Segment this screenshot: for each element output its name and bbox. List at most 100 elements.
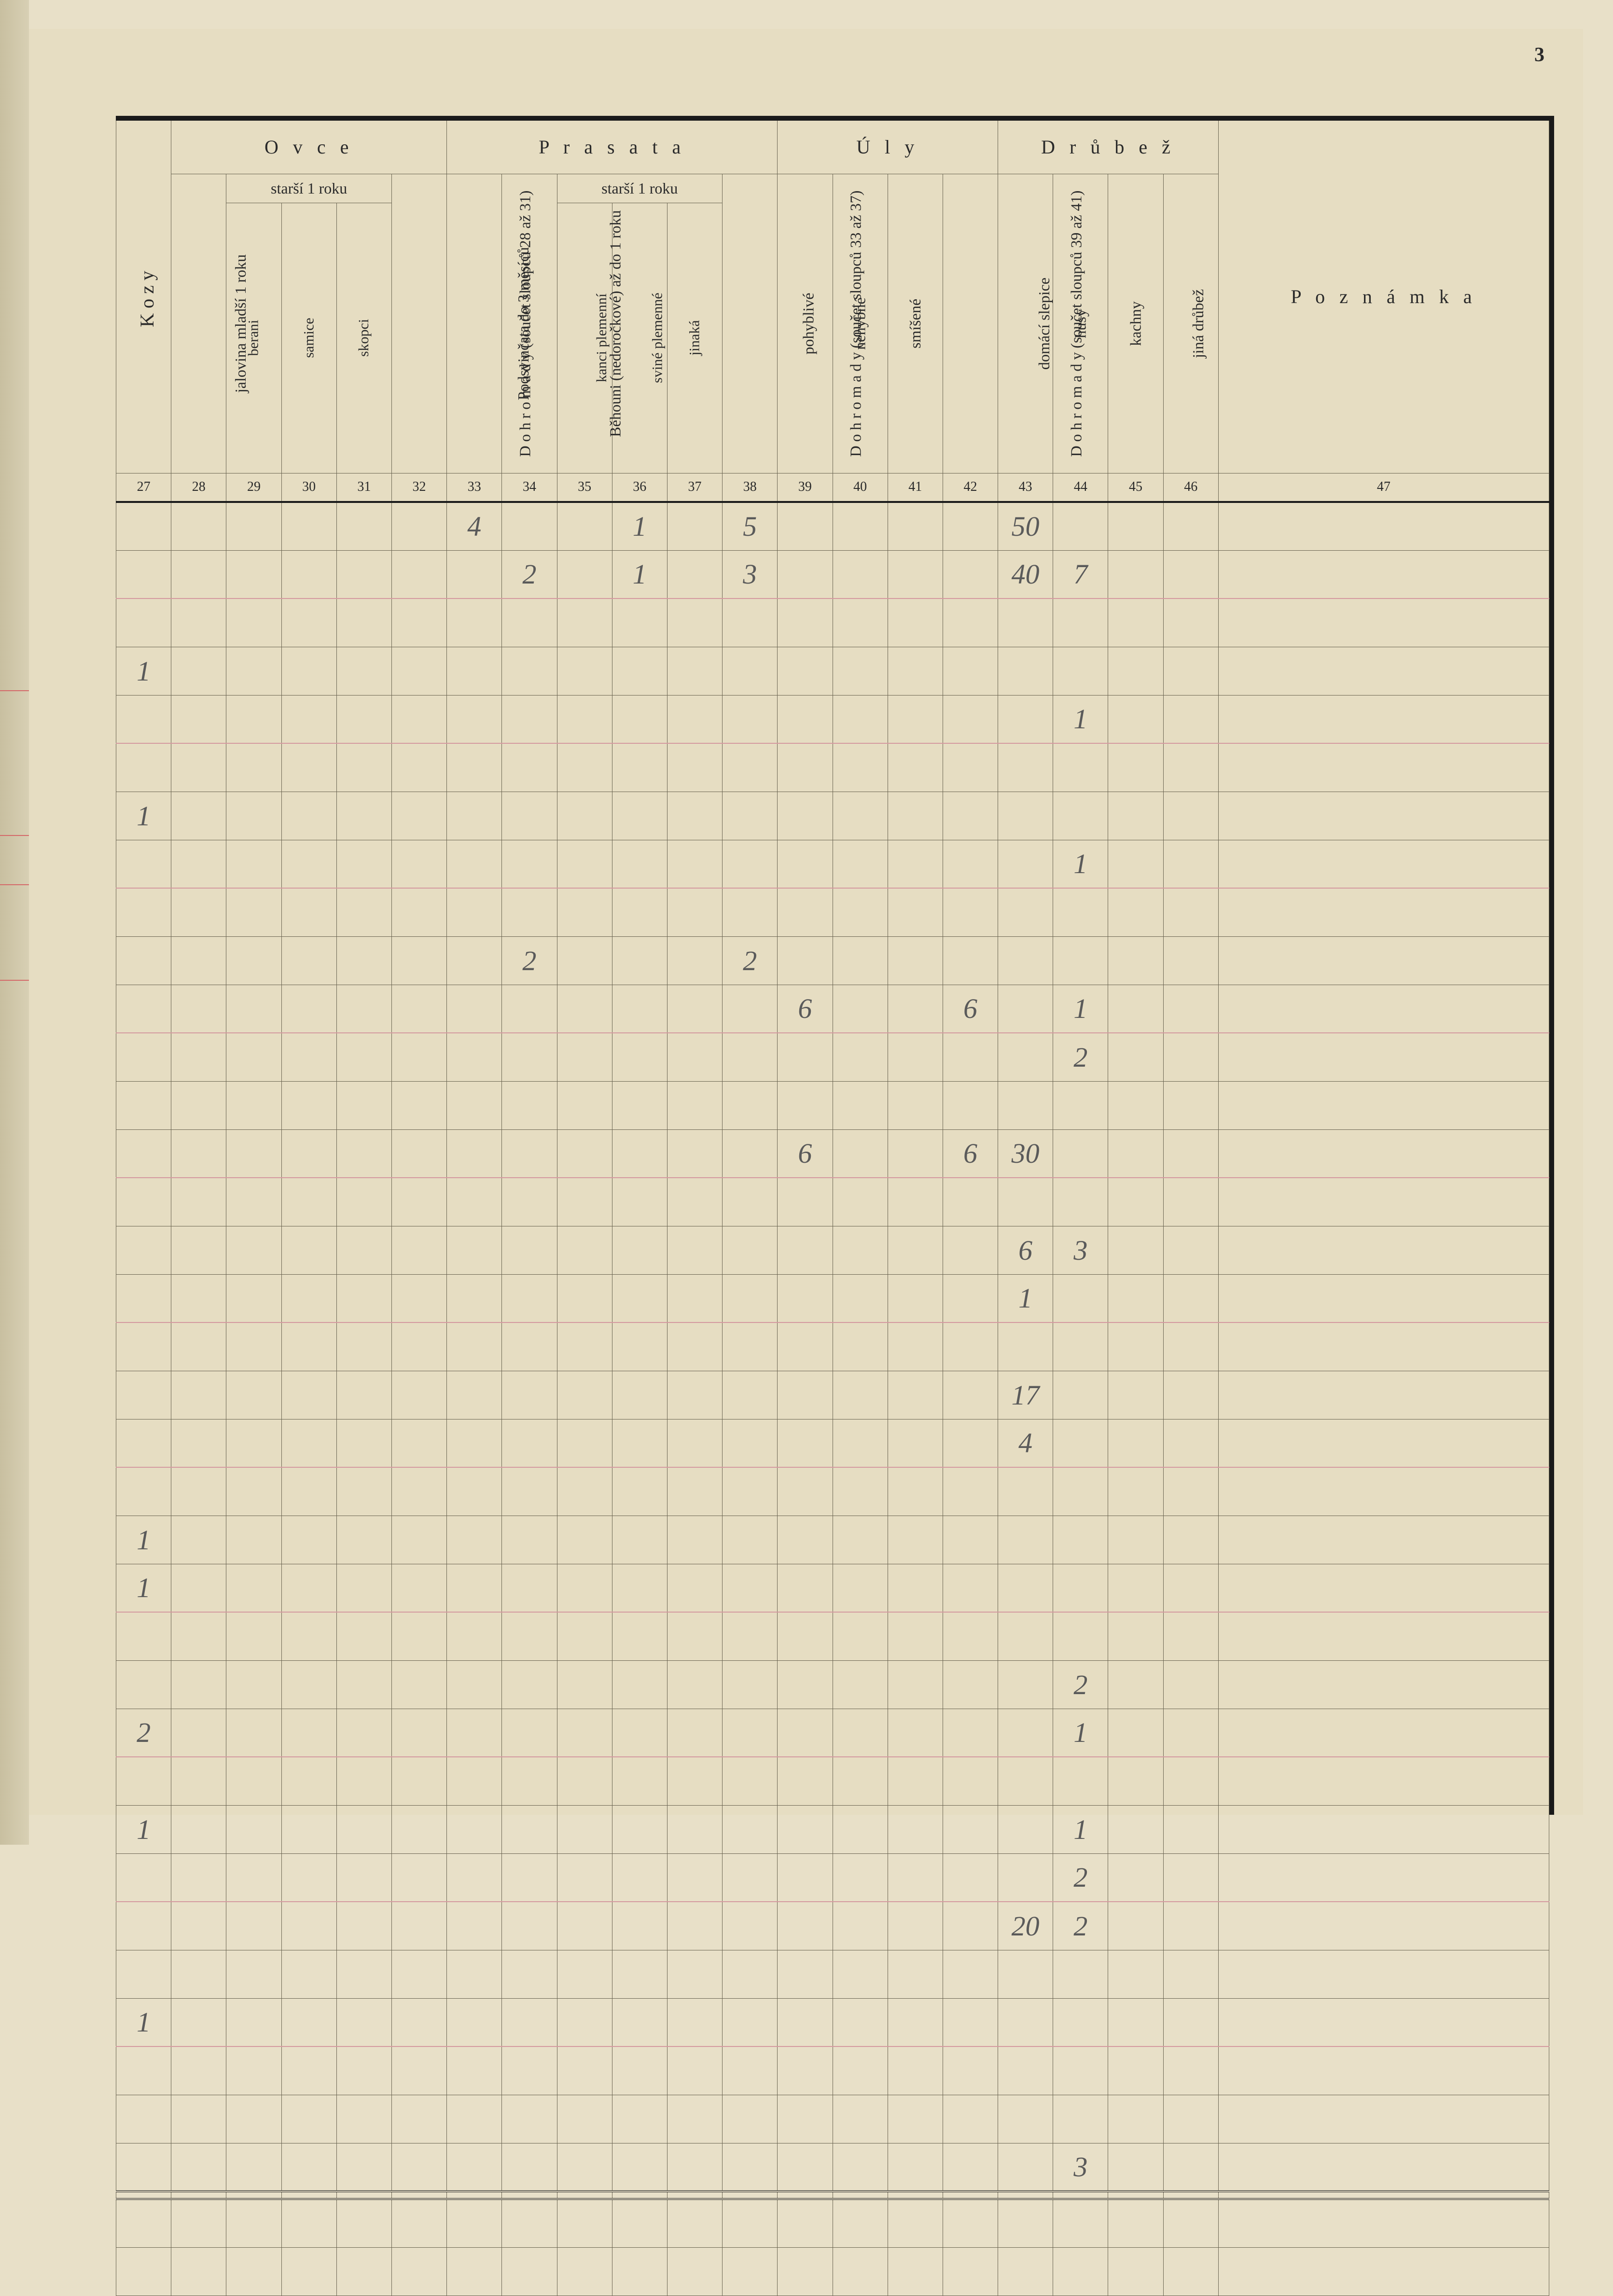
cell xyxy=(557,1274,612,1322)
cell xyxy=(998,1612,1053,1660)
cell xyxy=(557,1322,612,1371)
table-row: 22 xyxy=(116,936,1549,985)
cell xyxy=(998,1081,1053,1129)
cell xyxy=(391,1467,446,1516)
cell xyxy=(336,647,391,695)
cell: 1 xyxy=(1053,1805,1108,1853)
table-row xyxy=(116,1178,1549,1226)
cell xyxy=(667,1950,722,1998)
cell xyxy=(226,985,281,1033)
cell xyxy=(116,1226,171,1274)
cell xyxy=(1163,1226,1218,1274)
cell xyxy=(1218,2046,1549,2095)
cell xyxy=(1163,647,1218,695)
cell xyxy=(502,1902,557,1950)
cell xyxy=(888,1081,943,1129)
cell xyxy=(171,550,226,598)
cell xyxy=(943,1709,998,1757)
col-39: pohyblivé xyxy=(778,174,833,473)
cell xyxy=(778,1419,833,1467)
cell xyxy=(667,1129,722,1178)
cell xyxy=(116,743,171,792)
cell xyxy=(723,888,778,936)
cell xyxy=(1163,1709,1218,1757)
cell xyxy=(778,1612,833,1660)
cell xyxy=(833,1129,888,1178)
cell xyxy=(667,985,722,1033)
cell xyxy=(391,1129,446,1178)
cell xyxy=(612,1467,667,1516)
cell xyxy=(943,550,998,598)
cell xyxy=(998,1033,1053,1081)
cell xyxy=(667,888,722,936)
cell xyxy=(502,985,557,1033)
cell xyxy=(667,792,722,840)
cell: 2 xyxy=(116,1709,171,1757)
cell xyxy=(447,2143,502,2191)
cell xyxy=(833,792,888,840)
cell xyxy=(943,2046,998,2095)
group-prasata: P r a s a t a xyxy=(447,121,778,174)
cell xyxy=(171,647,226,695)
cell xyxy=(723,1709,778,1757)
cell xyxy=(391,2046,446,2095)
cell xyxy=(612,1419,667,1467)
cell xyxy=(612,792,667,840)
cell xyxy=(502,1950,557,1998)
cell xyxy=(281,2046,336,2095)
cell xyxy=(1163,1081,1218,1129)
cell xyxy=(833,1564,888,1612)
cell xyxy=(557,1516,612,1564)
cell xyxy=(557,1902,612,1950)
cell xyxy=(226,1081,281,1129)
cell xyxy=(778,936,833,985)
cell xyxy=(723,1129,778,1178)
cell xyxy=(833,985,888,1033)
cell xyxy=(171,1998,226,2046)
cell xyxy=(1053,1612,1108,1660)
cell: 50 xyxy=(998,502,1053,550)
cell xyxy=(1053,1950,1108,1998)
cell xyxy=(336,1902,391,1950)
cell xyxy=(447,695,502,743)
cell xyxy=(612,1950,667,1998)
cell xyxy=(226,840,281,888)
cell xyxy=(943,936,998,985)
cell xyxy=(447,1709,502,1757)
cell xyxy=(943,792,998,840)
cell xyxy=(723,1516,778,1564)
cell xyxy=(116,1178,171,1226)
cell xyxy=(778,1467,833,1516)
cell xyxy=(998,2143,1053,2191)
table-row: 63 xyxy=(116,1226,1549,1274)
cell xyxy=(612,1757,667,1805)
cell xyxy=(502,1998,557,2046)
cell xyxy=(612,743,667,792)
cell: 40 xyxy=(998,550,1053,598)
cell xyxy=(336,888,391,936)
col-32: D o h r o m a d y (součet sloupců 28 až … xyxy=(391,174,446,473)
cell xyxy=(612,2143,667,2191)
cell xyxy=(1053,598,1108,647)
cell xyxy=(1108,1371,1163,1419)
cell xyxy=(226,1902,281,1950)
cell xyxy=(171,1322,226,1371)
cell xyxy=(943,695,998,743)
cell xyxy=(723,1660,778,1709)
table-row xyxy=(116,1322,1549,1371)
cell xyxy=(998,936,1053,985)
cell xyxy=(1218,888,1549,936)
cell xyxy=(833,1853,888,1902)
cell xyxy=(226,1612,281,1660)
cell xyxy=(1218,1564,1549,1612)
cell xyxy=(998,1757,1053,1805)
cell xyxy=(116,2143,171,2191)
cell xyxy=(281,1709,336,1757)
cell xyxy=(557,1129,612,1178)
cell xyxy=(612,2095,667,2143)
cell xyxy=(667,1419,722,1467)
cell xyxy=(1218,936,1549,985)
cell xyxy=(226,1950,281,1998)
cell: 2 xyxy=(1053,1660,1108,1709)
cell xyxy=(943,1178,998,1226)
